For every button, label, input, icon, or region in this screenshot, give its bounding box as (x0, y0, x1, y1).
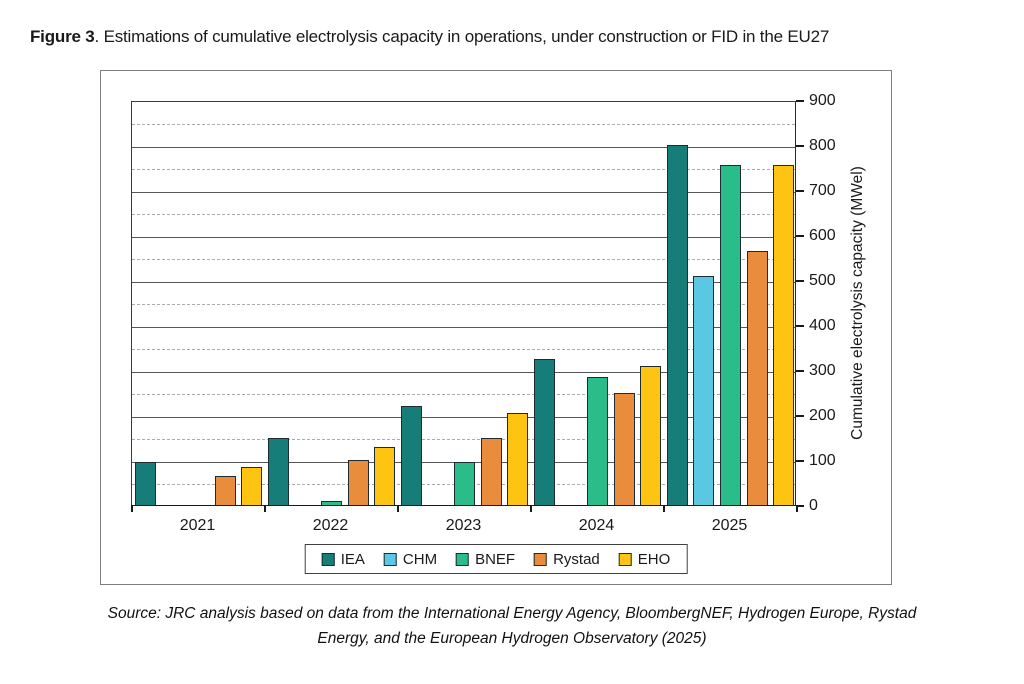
x-axis-label: 2024 (578, 517, 615, 534)
y-tick (796, 325, 804, 327)
bar-eho-2021 (241, 466, 263, 505)
legend-swatch-chm (383, 552, 397, 566)
x-tick (397, 505, 399, 512)
legend-label: IEA (340, 550, 365, 568)
bar-iea-2021 (134, 462, 156, 505)
bar-bnef-2022 (321, 500, 342, 505)
legend-swatch-rystad (534, 552, 548, 566)
y-tick (796, 505, 804, 507)
source-note: Source: JRC analysis based on data from … (0, 601, 1024, 651)
gridline-major (132, 236, 795, 238)
y-tick-label: 0 (809, 497, 818, 514)
bar-rystad-2023 (480, 437, 502, 505)
gridline-minor (132, 169, 795, 170)
y-tick-label: 800 (809, 137, 836, 154)
bar-iea-2022 (267, 437, 289, 505)
y-tick-label: 400 (809, 317, 836, 334)
y-tick (796, 280, 804, 282)
bar-rystad-2024 (613, 392, 635, 505)
gridline-minor (132, 304, 795, 305)
x-axis-label: 2025 (711, 517, 748, 534)
gridline-minor (132, 214, 795, 215)
bar-eho-2022 (374, 446, 396, 505)
y-tick (796, 190, 804, 192)
y-tick (796, 100, 804, 102)
gridline-minor (132, 394, 795, 395)
bar-bnef-2024 (587, 376, 608, 505)
source-line-2: Energy, and the European Hydrogen Observ… (317, 630, 707, 647)
y-tick-label: 600 (809, 227, 836, 244)
legend: IEA CHM BNEF Rystad EHO (304, 544, 688, 574)
legend-item-iea: IEA (321, 550, 365, 568)
legend-label: Rystad (553, 550, 600, 568)
legend-item-bnef: BNEF (456, 551, 515, 568)
gridline-major (132, 326, 795, 328)
y-tick-label: 900 (809, 92, 836, 109)
gridline-minor (132, 124, 795, 125)
gridline-major (132, 146, 795, 148)
figure-caption: . Estimations of cumulative electrolysis… (94, 27, 830, 46)
bar-rystad-2022 (347, 460, 369, 505)
figure-title: Figure 3. Estimations of cumulative elec… (30, 27, 829, 47)
y-tick (796, 145, 804, 147)
bar-eho-2023 (507, 412, 529, 505)
x-tick (530, 505, 532, 512)
source-line-1: Source: JRC analysis based on data from … (107, 605, 917, 622)
gridline-major (132, 371, 795, 373)
gridline-major (132, 461, 795, 463)
y-tick (796, 235, 804, 237)
bar-rystad-2025 (746, 250, 768, 505)
gridline-major (132, 191, 795, 193)
gridline-major (132, 281, 795, 283)
y-tick-label: 300 (809, 362, 836, 379)
gridline-minor (132, 259, 795, 260)
bar-rystad-2021 (214, 475, 236, 505)
gridline-minor (132, 439, 795, 440)
y-axis-title: Cumulative electrolysis capacity (MWel) (849, 166, 866, 440)
gridline-major (132, 416, 795, 418)
x-axis-label: 2021 (179, 517, 216, 534)
legend-label: EHO (637, 550, 671, 568)
bar-bnef-2023 (454, 462, 475, 505)
x-tick (796, 505, 798, 512)
chart-container: 2021 2022 2023 2024 2025 0 100 200 300 400 500 600 7… (100, 70, 892, 585)
gridline-minor (132, 349, 795, 350)
bar-iea-2023 (400, 406, 422, 505)
x-axis-label: 2022 (312, 517, 349, 534)
bar-chm-2025 (693, 275, 715, 505)
y-tick (796, 460, 804, 462)
x-tick (264, 505, 266, 512)
legend-item-rystad: Rystad (534, 551, 600, 568)
x-tick (131, 505, 133, 512)
y-tick-label: 500 (809, 272, 836, 289)
legend-item-chm: CHM (383, 550, 438, 568)
bar-bnef-2025 (720, 165, 741, 505)
legend-swatch-eho (618, 552, 632, 566)
plot-area (131, 101, 798, 512)
bar-iea-2025 (666, 145, 688, 505)
legend-item-eho: EHO (618, 550, 671, 568)
x-tick (663, 505, 665, 512)
legend-swatch-iea (321, 552, 335, 566)
y-tick-label: 200 (809, 407, 836, 424)
legend-swatch-bnef (456, 552, 470, 566)
y-tick (796, 415, 804, 417)
y-tick-label: 100 (809, 452, 836, 469)
x-axis-label: 2023 (445, 517, 482, 534)
y-tick (796, 370, 804, 372)
legend-label: BNEF (475, 550, 516, 568)
bar-eho-2025 (773, 165, 795, 505)
y-tick-label: 700 (809, 182, 836, 199)
bar-iea-2024 (533, 358, 555, 505)
bar-eho-2024 (640, 365, 662, 505)
legend-label: CHM (402, 550, 438, 568)
figure-number: Figure 3 (30, 27, 95, 46)
